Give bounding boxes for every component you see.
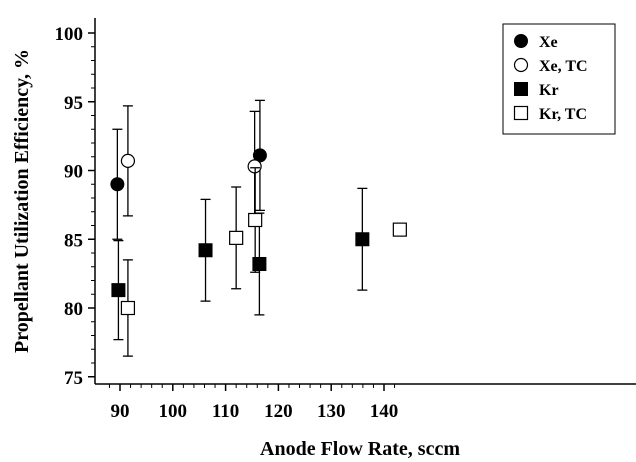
legend-item: Kr, TC	[513, 105, 587, 123]
legend-item: Xe, TC	[513, 57, 588, 75]
x-axis-label: Anode Flow Rate, sccm	[260, 438, 460, 460]
legend-label: Xe, TC	[539, 58, 588, 75]
x-tick-label: 110	[212, 401, 239, 422]
series-kr-tc	[120, 167, 407, 357]
legend-marker	[514, 82, 528, 96]
legend: Xe Xe, TC Kr Kr, TC	[502, 23, 616, 135]
y-tick-label: 75	[64, 368, 83, 389]
data-point	[392, 222, 407, 237]
data-point	[198, 243, 213, 258]
y-tick-label: 85	[64, 230, 83, 251]
y-tick-label: 95	[64, 93, 83, 114]
data-marks	[110, 99, 407, 357]
data-point	[355, 232, 370, 247]
series-xe	[110, 99, 267, 240]
x-tick-label: 140	[370, 401, 399, 422]
x-tick-label: 100	[159, 401, 188, 422]
x-tick-label: 130	[317, 401, 346, 422]
y-tick-label: 80	[64, 299, 83, 320]
axis-ticks	[88, 32, 396, 391]
legend-marker	[514, 34, 528, 48]
legend-label: Xe	[539, 34, 558, 51]
legend-item: Xe	[514, 34, 558, 51]
data-point	[252, 257, 267, 271]
legend-label: Kr	[539, 82, 559, 99]
data-point	[110, 177, 125, 192]
x-tick-label: 120	[264, 401, 293, 422]
series-xe-tc	[120, 105, 262, 223]
data-point	[111, 283, 126, 298]
data-point	[120, 153, 136, 168]
tick-labels: 90 100 110 120 130 140 75 80 85 90 95 100	[55, 24, 399, 422]
legend-marker	[513, 57, 529, 73]
legend-marker	[513, 105, 529, 121]
y-tick-label: 100	[55, 24, 84, 45]
data-point	[120, 300, 136, 316]
y-tick-label: 90	[64, 162, 83, 183]
data-point	[229, 230, 244, 245]
legend-item: Kr	[514, 82, 559, 99]
data-point	[248, 212, 263, 228]
plot-frame	[94, 18, 636, 385]
x-tick-label: 90	[111, 401, 130, 422]
y-axis-label: Propellant Utilization Efficiency, %	[11, 49, 33, 353]
series-kr	[111, 187, 370, 341]
legend-label: Kr, TC	[539, 106, 587, 123]
